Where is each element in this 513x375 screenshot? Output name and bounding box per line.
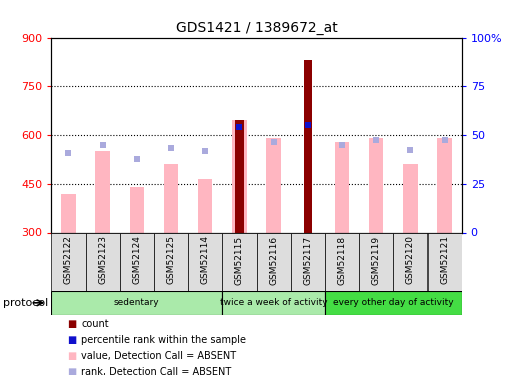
- Text: GSM52124: GSM52124: [132, 236, 141, 284]
- Bar: [256, 232, 291, 291]
- Bar: [198, 179, 212, 232]
- Text: GSM52118: GSM52118: [338, 236, 346, 285]
- Bar: [304, 60, 312, 232]
- Text: value, Detection Call = ABSENT: value, Detection Call = ABSENT: [81, 351, 236, 361]
- Text: GSM52119: GSM52119: [372, 236, 381, 285]
- Bar: [438, 138, 452, 232]
- Text: sedentary: sedentary: [114, 298, 160, 307]
- Text: GSM52120: GSM52120: [406, 236, 415, 284]
- Bar: [235, 120, 244, 232]
- Bar: [325, 232, 359, 291]
- Bar: [222, 232, 256, 291]
- Bar: [291, 232, 325, 291]
- Text: GSM52116: GSM52116: [269, 236, 278, 285]
- Bar: [86, 232, 120, 291]
- Bar: [120, 232, 154, 291]
- Bar: [222, 291, 325, 315]
- Text: GSM52114: GSM52114: [201, 236, 210, 284]
- Text: GSM52123: GSM52123: [98, 236, 107, 284]
- Title: GDS1421 / 1389672_at: GDS1421 / 1389672_at: [175, 21, 338, 35]
- Bar: [359, 232, 393, 291]
- Bar: [335, 141, 349, 232]
- Text: GSM52115: GSM52115: [235, 236, 244, 285]
- Bar: [51, 291, 222, 315]
- Text: ■: ■: [67, 351, 76, 361]
- Bar: [154, 232, 188, 291]
- Text: protocol: protocol: [4, 298, 49, 308]
- Bar: [61, 194, 75, 232]
- Text: twice a week of activity: twice a week of activity: [220, 298, 327, 307]
- Text: GSM52122: GSM52122: [64, 236, 73, 284]
- Text: ■: ■: [67, 320, 76, 329]
- Text: GSM52125: GSM52125: [167, 236, 175, 284]
- Text: rank, Detection Call = ABSENT: rank, Detection Call = ABSENT: [81, 367, 231, 375]
- Bar: [427, 232, 462, 291]
- Text: GSM52117: GSM52117: [303, 236, 312, 285]
- Text: every other day of activity: every other day of activity: [333, 298, 453, 307]
- Bar: [232, 120, 247, 232]
- Bar: [369, 138, 383, 232]
- Bar: [403, 164, 418, 232]
- Bar: [130, 187, 144, 232]
- Bar: [164, 164, 178, 232]
- Bar: [325, 291, 462, 315]
- Text: GSM52121: GSM52121: [440, 236, 449, 284]
- Bar: [95, 151, 110, 232]
- Bar: [51, 232, 86, 291]
- Text: percentile rank within the sample: percentile rank within the sample: [81, 335, 246, 345]
- Bar: [188, 232, 222, 291]
- Bar: [266, 138, 281, 232]
- Bar: [393, 232, 427, 291]
- Text: ■: ■: [67, 335, 76, 345]
- Text: ■: ■: [67, 367, 76, 375]
- Text: count: count: [81, 320, 109, 329]
